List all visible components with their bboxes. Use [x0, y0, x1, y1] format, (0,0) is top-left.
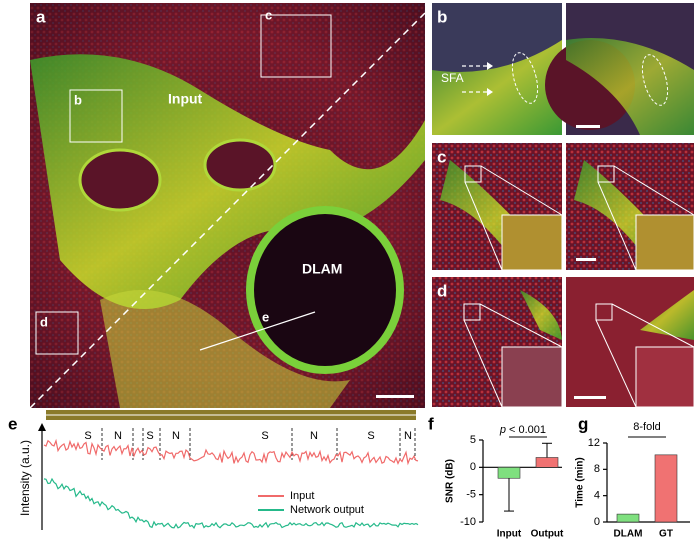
y-tick-label: 8	[594, 463, 600, 475]
bar	[535, 457, 559, 468]
region-label: Input	[168, 91, 203, 107]
trace	[43, 477, 419, 530]
y-tick-label: 0	[594, 516, 600, 528]
y-tick-label: 5	[470, 434, 476, 446]
bar	[654, 454, 678, 523]
region-label: S	[261, 430, 268, 442]
region-label: DLAM	[302, 261, 342, 277]
y-tick-label: 0	[470, 461, 476, 473]
annotation: p	[499, 424, 506, 436]
axis-arrow	[38, 423, 46, 431]
region-label: N	[114, 430, 122, 442]
line-label: e	[262, 309, 269, 324]
region-label: N	[172, 430, 180, 442]
side-images	[432, 3, 695, 408]
x-tick-label: GT	[659, 529, 673, 540]
panel-label: g	[578, 414, 588, 433]
region-label: N	[310, 430, 318, 442]
x-tick-label: Input	[497, 529, 522, 540]
y-axis-label: Intensity (a.u.)	[18, 440, 32, 516]
bar	[497, 467, 521, 479]
y-axis-label: Time (min)	[575, 457, 586, 507]
region-label: S	[367, 430, 374, 442]
region-label: N	[404, 430, 412, 442]
panel-e-strip	[46, 410, 416, 420]
panel-label: a	[36, 7, 46, 26]
panel-label: d	[437, 281, 447, 300]
panel-a-image	[29, 3, 426, 409]
trace	[43, 438, 419, 466]
box-label: b	[74, 92, 82, 107]
x-tick-label: DLAM	[614, 529, 643, 540]
legend-label: Input	[290, 490, 314, 502]
y-axis-label: SNR (dB)	[445, 459, 456, 503]
region-label: S	[84, 430, 91, 442]
y-tick-label: -10	[460, 516, 476, 528]
box-label: c	[265, 7, 272, 22]
arrow-label: SFA	[441, 71, 464, 85]
panel-label: b	[437, 7, 447, 26]
x-tick-label: Output	[531, 529, 564, 540]
region-label: S	[146, 430, 153, 442]
annotation: < 0.001	[509, 424, 546, 436]
y-tick-label: 4	[594, 490, 600, 502]
y-tick-label: -5	[466, 489, 476, 501]
annotation: 8-fold	[633, 421, 661, 433]
panel-label: f	[428, 414, 434, 433]
legend-label: Network output	[290, 504, 364, 516]
panel-label: e	[8, 414, 17, 433]
bar	[616, 513, 640, 523]
panel-label: c	[437, 147, 446, 166]
y-tick-label: 12	[588, 437, 600, 449]
box-label: d	[40, 314, 48, 329]
